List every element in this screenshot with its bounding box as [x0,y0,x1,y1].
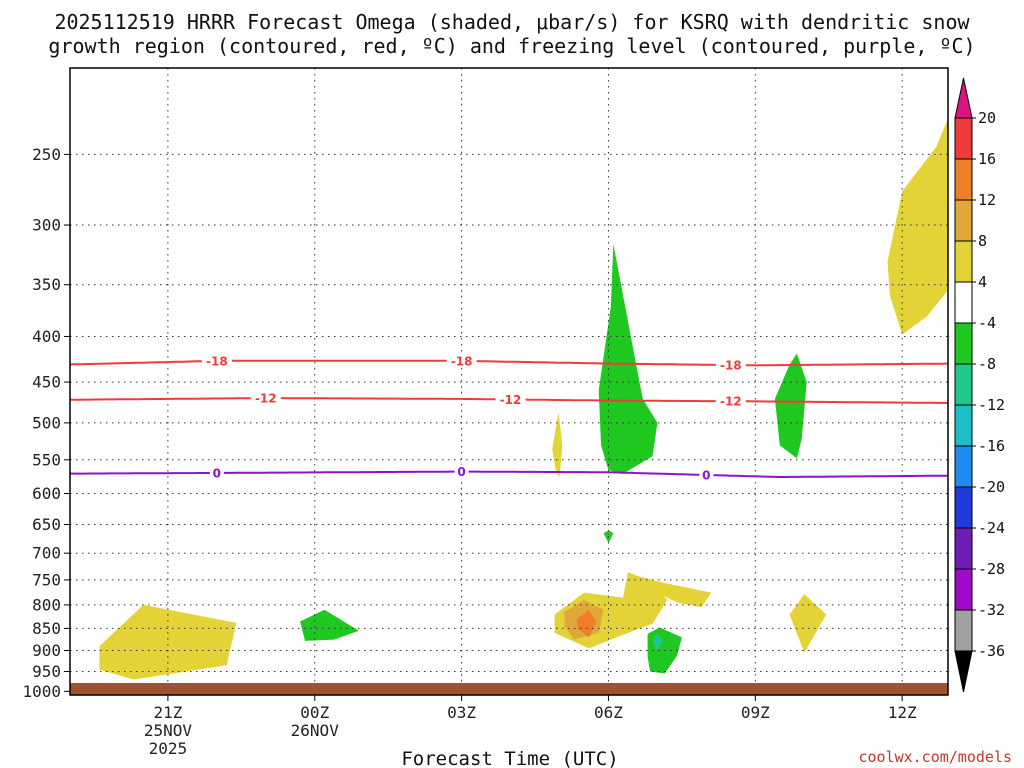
colorbar-box [954,527,973,570]
dgz-minus12-label: -12 [255,392,277,406]
colorbar-label: 16 [978,150,996,168]
omega-pos-a [99,604,237,680]
chart-title-line2: growth region (contoured, red, ºC) and f… [48,34,975,58]
omega-pos-d [576,609,597,638]
y-tick-label: 650 [32,515,61,534]
shaded-omega-regions [99,118,948,680]
colorbar-label: 12 [978,191,996,209]
dgz-minus18-label-bg [715,358,746,373]
x-tick-label: 03Z [447,703,476,722]
x-tick-date: 26NOV [291,721,340,740]
y-tick-label: 950 [32,662,61,681]
colorbar-box [954,609,973,652]
colorbar-label: 8 [978,232,987,250]
freezing-level-label-bg [209,465,224,480]
dgz-minus12-label-bg [250,391,281,406]
y-tick-label: 250 [32,145,61,164]
colorbar-box [954,404,973,447]
y-tick-label: 500 [32,413,61,432]
dgz-minus18-label-bg [201,353,232,368]
omega-pos-f [552,412,563,477]
y-tick-label: 300 [32,216,61,235]
freezing-level-label: 0 [457,465,465,479]
colorbar-label: -16 [978,437,1005,455]
colorbar-bottom-arrow [954,650,973,693]
omega-neg-c [598,243,658,474]
omega-pos-g [789,594,827,653]
y-tick-label: 800 [32,595,61,614]
y-tick-label: 850 [32,619,61,638]
colorbar-box [954,158,973,201]
x-tick-label: 21Z [153,703,182,722]
source-credit: coolwx.com/models [858,748,1012,766]
colorbar-label: -4 [978,314,996,332]
colorbar-box [954,363,973,406]
y-tick-label: 450 [32,373,61,392]
colorbar-label: -36 [978,642,1005,660]
freezing-level-label: 0 [213,466,221,480]
dgz-minus12-label-bg [495,392,526,407]
colorbar-box [954,445,973,488]
dgz-minus18-label: -18 [206,354,228,368]
colorbar-box [954,486,973,529]
x-tick-label: 00Z [300,703,329,722]
y-tick-label: 1000 [22,682,61,701]
omega-neg-a [300,609,359,641]
colorbar-box [954,281,973,324]
freezing-level-line [70,470,948,478]
dgz-minus12-label: -12 [720,395,742,409]
colorbar-box [954,199,973,242]
x-tick-label: 09Z [741,703,770,722]
dgz-minus18-label: -18 [720,359,742,373]
dgz-minus12-label: -12 [500,393,522,407]
x-tick-label: 12Z [888,703,917,722]
freezing-level-label: 0 [702,468,710,482]
colorbar-label: -32 [978,601,1005,619]
colorbar-label: -20 [978,478,1005,496]
y-tick-label: 550 [32,450,61,469]
y-tick-label: 900 [32,641,61,660]
chart-title-line1: 2025112519 HRRR Forecast Omega (shaded, … [54,10,970,34]
dgz-minus18-line [69,359,948,367]
dotted-grid [70,68,948,695]
colorbar-label: 4 [978,273,987,291]
y-tick-label: 350 [32,275,61,294]
colorbar-box [954,568,973,611]
colorbar-top-arrow [954,77,973,119]
temperature-contours: -18 -18 -18 -12 -12 -12 0 0 0 [69,353,948,482]
omega-colorbar: 20 16 12 8 4 -4 -8 -12 -16 -20 -24 -28 -32 -36 [954,77,1005,693]
x-tick-date: 25NOV [144,721,193,740]
colorbar-label: -12 [978,396,1005,414]
terrain-ground-strip [70,683,948,695]
y-tick-label: 700 [32,544,61,563]
dgz-minus18-label-bg [446,353,477,368]
omega-neg-f [774,353,807,459]
pressure-axis: 250 300 350 400 450 500 550 600 650 700 750 800 850 9… [22,145,70,701]
x-tick-year: 2025 [149,739,188,758]
omega-neg-e [652,633,664,651]
x-tick-label: 06Z [594,703,623,722]
colorbar-label: -28 [978,560,1005,578]
y-tick-label: 750 [32,570,61,589]
y-tick-label: 400 [32,327,61,346]
plot-frame [69,67,949,696]
x-axis-title: Forecast Time (UTC) [401,748,618,768]
omega-pos-h [887,118,948,335]
omega-pos-e [632,574,712,608]
dgz-minus12-label-bg [715,394,746,409]
colorbar-box [954,240,973,283]
colorbar-box [954,322,973,365]
freezing-level-label-bg [699,467,714,482]
colorbar-box [954,117,973,160]
dgz-minus18-label: -18 [451,354,473,368]
colorbar-label: -24 [978,519,1005,537]
colorbar-label: -8 [978,355,996,373]
colorbar-label: 20 [978,109,996,127]
y-tick-label: 600 [32,484,61,503]
freezing-level-label-bg [454,464,469,479]
